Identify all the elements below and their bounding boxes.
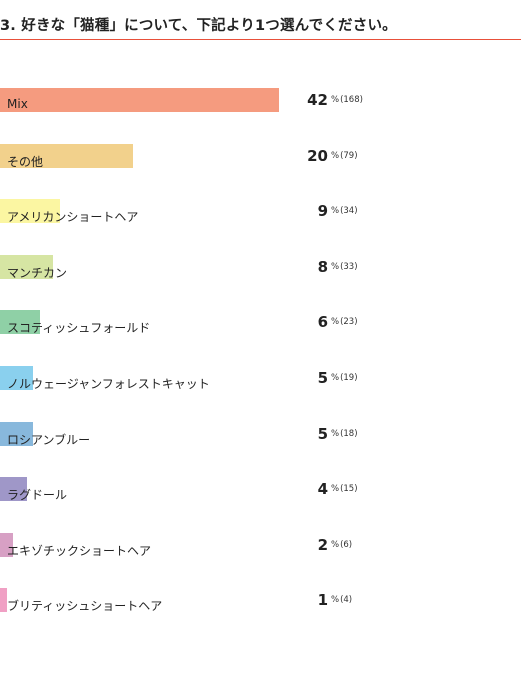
category-label: スコティッシュフォールド	[7, 321, 151, 335]
category-label: その他	[7, 155, 44, 169]
bar	[0, 255, 53, 279]
respondent-count: (23)	[340, 317, 358, 327]
respondent-count: (79)	[340, 151, 358, 161]
percent-value: 1	[317, 591, 328, 609]
percent-value: 2	[317, 536, 328, 554]
percent-unit: %	[331, 206, 340, 216]
chart-row: アメリカンショートヘア 9 %(34)	[0, 199, 528, 239]
percent-value: 5	[317, 425, 328, 443]
chart-title: 3. 好きな「猫種」について、下記より1つ選んでください。	[0, 18, 397, 34]
chart-row: Mix 42 %(168)	[0, 88, 528, 128]
bar	[0, 533, 13, 557]
category-label: ノルウェージャンフォレストキャット	[7, 377, 210, 391]
percent-unit: %	[331, 373, 340, 383]
chart-row: マンチカン 8 %(33)	[0, 255, 528, 295]
percent-value: 4	[317, 480, 328, 498]
percent-unit: %	[331, 540, 340, 550]
percent-value: 5	[317, 369, 328, 387]
category-label: エキゾチックショートヘア	[7, 544, 152, 558]
chart-row: その他 20 %(79)	[0, 144, 528, 184]
category-label: ブリティッシュショートヘア	[7, 599, 163, 613]
bar	[0, 588, 7, 612]
respondent-count: (6)	[340, 540, 353, 550]
percent-value: 20	[307, 147, 328, 165]
bar	[0, 422, 33, 446]
bar	[0, 477, 27, 501]
percent-value: 8	[317, 258, 328, 276]
respondent-count: (34)	[340, 206, 358, 216]
chart-row: エキゾチックショートヘア 2 %(6)	[0, 533, 528, 573]
category-label: マンチカン	[7, 266, 68, 280]
bar	[0, 88, 279, 112]
respondent-count: (15)	[340, 484, 358, 494]
percent-value: 42	[307, 91, 328, 109]
percent-unit: %	[331, 317, 340, 327]
chart-row: ロシアンブルー 5 %(18)	[0, 422, 528, 462]
category-label: アメリカンショートヘア	[7, 210, 139, 224]
percent-unit: %	[331, 484, 340, 494]
bar	[0, 144, 133, 168]
percent-unit: %	[331, 262, 340, 272]
chart-row: スコティッシュフォールド 6 %(23)	[0, 310, 528, 350]
title-divider	[0, 39, 521, 40]
chart-row: ブリティッシュショートヘア 1 %(4)	[0, 588, 528, 628]
percent-value: 9	[317, 202, 328, 220]
respondent-count: (19)	[340, 373, 358, 383]
bar	[0, 310, 40, 334]
respondent-count: (4)	[340, 595, 353, 605]
percent-value: 6	[317, 313, 328, 331]
respondent-count: (18)	[340, 429, 358, 439]
category-label: ロシアンブルー	[7, 433, 91, 447]
category-label: ラグドール	[7, 488, 68, 502]
bar	[0, 199, 60, 223]
percent-unit: %	[331, 429, 340, 439]
chart-row: ノルウェージャンフォレストキャット 5 %(19)	[0, 366, 528, 406]
bar	[0, 366, 33, 390]
respondent-count: (168)	[340, 95, 363, 105]
percent-unit: %	[331, 95, 340, 105]
respondent-count: (33)	[340, 262, 358, 272]
chart-row: ラグドール 4 %(15)	[0, 477, 528, 517]
percent-unit: %	[331, 595, 340, 605]
percent-unit: %	[331, 151, 340, 161]
category-label: Mix	[7, 97, 28, 111]
